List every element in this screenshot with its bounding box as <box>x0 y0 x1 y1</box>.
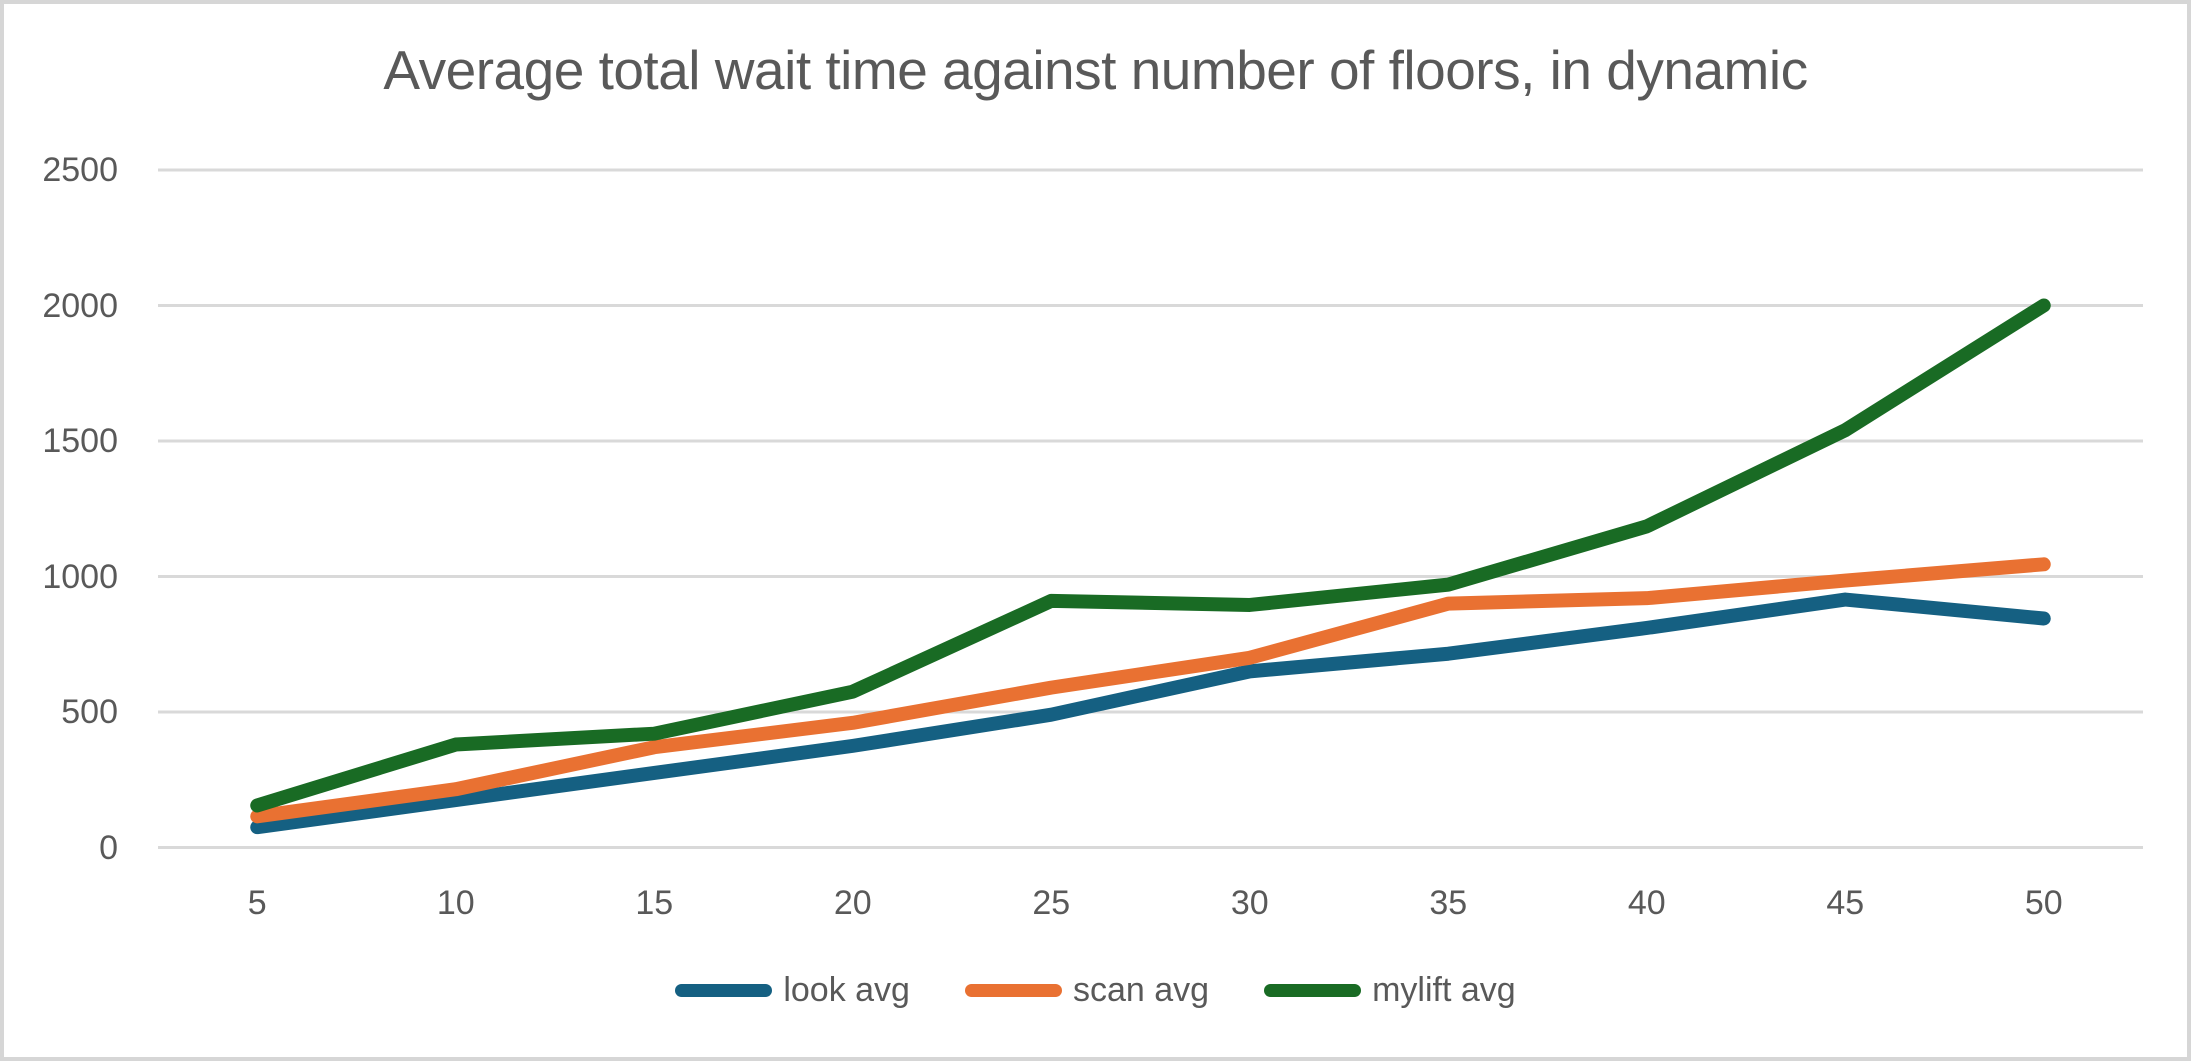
x-tick-label: 50 <box>2024 884 2063 922</box>
x-tick-label: 45 <box>1826 884 1865 922</box>
series-line-mylift-avg <box>250 298 2051 813</box>
legend: look avg scan avg mylift avg <box>0 971 2191 1010</box>
series-line-scan-avg <box>250 557 2051 824</box>
chart-title: Average total wait time against number o… <box>383 39 1808 101</box>
x-tick-label: 20 <box>833 884 872 922</box>
y-tick-label: 500 <box>61 693 118 731</box>
y-tick-label: 1500 <box>42 422 118 460</box>
legend-label: mylift avg <box>1372 971 1516 1009</box>
x-tick-label: 15 <box>635 884 674 922</box>
x-tick-label: 25 <box>1032 884 1071 922</box>
legend-swatch-icon <box>1264 984 1362 997</box>
x-tick-label: 35 <box>1429 884 1468 922</box>
y-tick-label: 2000 <box>42 286 118 325</box>
legend-swatch-icon <box>964 984 1062 997</box>
y-tick-label: 1000 <box>42 557 118 596</box>
legend-item-mylift-avg: mylift avg <box>1264 971 1516 1010</box>
legend-item-look-avg: look avg <box>675 971 910 1010</box>
x-tick-label: 30 <box>1230 884 1269 922</box>
y-tick-label: 0 <box>99 828 118 867</box>
x-tick-label: 40 <box>1627 884 1666 922</box>
legend-label: scan avg <box>1072 971 1210 1009</box>
y-tick-label: 2500 <box>42 151 118 189</box>
x-tick-label: 5 <box>247 884 267 922</box>
series-line-look-avg <box>250 592 2051 835</box>
x-tick-label: 10 <box>436 884 475 922</box>
legend-label: look avg <box>783 971 910 1009</box>
legend-item-scan-avg: scan avg <box>964 971 1210 1010</box>
legend-swatch-icon <box>675 984 773 997</box>
